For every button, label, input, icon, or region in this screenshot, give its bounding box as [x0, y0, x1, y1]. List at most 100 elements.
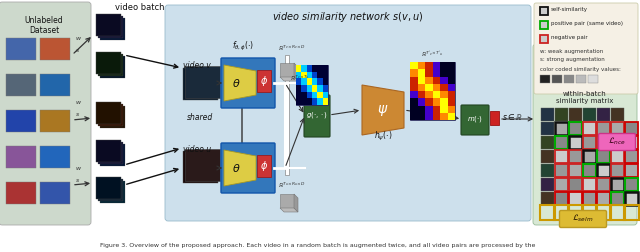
Bar: [417, 69, 425, 77]
Text: $\phi$: $\phi$: [260, 159, 268, 173]
Bar: [625, 192, 638, 205]
Bar: [625, 164, 638, 177]
Bar: [183, 68, 218, 100]
Text: positive pair (same video): positive pair (same video): [551, 21, 623, 26]
Bar: [296, 78, 301, 85]
Text: $m(\cdot)$: $m(\cdot)$: [467, 114, 483, 124]
Bar: [100, 18, 125, 40]
Bar: [296, 65, 328, 105]
Bar: [611, 150, 624, 163]
Bar: [597, 122, 610, 135]
Text: video u: video u: [183, 144, 211, 153]
Bar: [301, 92, 307, 98]
Bar: [96, 177, 121, 199]
Bar: [597, 164, 610, 177]
Bar: [410, 113, 417, 120]
Bar: [417, 84, 425, 91]
Bar: [564, 75, 574, 83]
Bar: [611, 192, 624, 205]
Text: within-batch
similarity matrix: within-batch similarity matrix: [556, 90, 614, 104]
Text: $\mathcal{L}_{selm}$: $\mathcal{L}_{selm}$: [572, 212, 594, 224]
Bar: [425, 106, 433, 113]
Bar: [40, 74, 70, 96]
Bar: [541, 192, 554, 205]
Text: $\psi$: $\psi$: [378, 103, 388, 117]
Bar: [323, 85, 328, 92]
Bar: [96, 102, 121, 124]
Bar: [447, 69, 455, 77]
Bar: [440, 98, 447, 106]
Bar: [410, 62, 455, 120]
Bar: [307, 65, 312, 72]
Polygon shape: [280, 208, 298, 212]
Bar: [624, 205, 639, 220]
Bar: [596, 205, 611, 220]
Bar: [98, 16, 123, 38]
Bar: [6, 38, 36, 60]
Bar: [425, 91, 433, 98]
Text: self-similarity: self-similarity: [551, 8, 588, 13]
Text: video batch: video batch: [115, 3, 164, 12]
Bar: [40, 110, 70, 132]
Bar: [98, 104, 123, 126]
Bar: [301, 98, 307, 105]
FancyBboxPatch shape: [533, 44, 637, 225]
Bar: [296, 65, 301, 72]
Bar: [6, 74, 36, 96]
Text: shared: shared: [187, 113, 213, 122]
Bar: [597, 150, 610, 163]
Bar: [569, 122, 582, 135]
FancyBboxPatch shape: [221, 143, 275, 193]
Bar: [417, 62, 425, 69]
Bar: [433, 84, 440, 91]
Bar: [555, 136, 568, 149]
Bar: [540, 21, 548, 29]
Bar: [541, 136, 554, 149]
Bar: [307, 78, 312, 85]
Bar: [312, 92, 317, 98]
Text: Figure 3. Overview of the proposed approach. Each video in a random batch is aug: Figure 3. Overview of the proposed appro…: [100, 243, 536, 248]
Bar: [597, 136, 610, 149]
Polygon shape: [224, 150, 256, 186]
Bar: [576, 75, 586, 83]
Bar: [307, 98, 312, 105]
Bar: [307, 85, 312, 92]
Bar: [425, 77, 433, 84]
Bar: [98, 179, 123, 201]
Text: s: s: [76, 111, 79, 116]
Bar: [597, 178, 610, 191]
Bar: [625, 178, 638, 191]
Bar: [540, 35, 548, 43]
Polygon shape: [294, 194, 298, 212]
Polygon shape: [224, 65, 256, 101]
Bar: [280, 63, 294, 77]
Bar: [257, 70, 271, 92]
Bar: [296, 85, 301, 92]
FancyBboxPatch shape: [598, 134, 636, 150]
Bar: [541, 108, 554, 121]
Bar: [96, 140, 121, 162]
Bar: [185, 149, 220, 181]
Text: $\theta$: $\theta$: [232, 162, 240, 174]
Bar: [440, 77, 447, 84]
Bar: [98, 54, 123, 76]
Bar: [317, 85, 323, 92]
Bar: [323, 78, 328, 85]
Polygon shape: [362, 85, 404, 135]
Text: $\theta$: $\theta$: [232, 77, 240, 89]
Bar: [569, 178, 582, 191]
Bar: [100, 144, 125, 166]
Bar: [323, 92, 328, 98]
Bar: [433, 113, 440, 120]
Bar: [417, 77, 425, 84]
Bar: [625, 122, 638, 135]
Bar: [323, 65, 328, 72]
Bar: [447, 77, 455, 84]
Bar: [312, 72, 317, 78]
Bar: [40, 38, 70, 60]
Bar: [569, 164, 582, 177]
Bar: [301, 78, 307, 85]
Text: w: weak augmentation: w: weak augmentation: [540, 48, 604, 53]
FancyBboxPatch shape: [559, 210, 607, 228]
Bar: [447, 98, 455, 106]
